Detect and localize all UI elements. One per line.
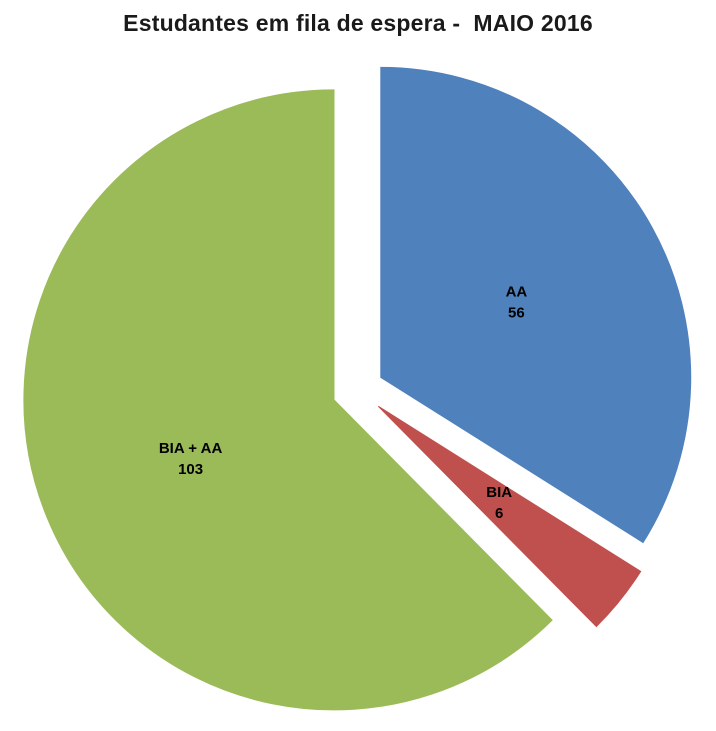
- pie-slice-bia-aa: [23, 89, 553, 711]
- slice-label-bia: BIA 6: [486, 484, 512, 522]
- chart-title: Estudantes em fila de espera - MAIO 2016: [123, 10, 593, 36]
- pie-slice-aa: [380, 66, 692, 544]
- slice-label-aa: AA 56: [506, 284, 528, 322]
- slice-label-bia-aa: BIA + AA 103: [159, 440, 223, 478]
- pie-slice-bia: [377, 405, 642, 628]
